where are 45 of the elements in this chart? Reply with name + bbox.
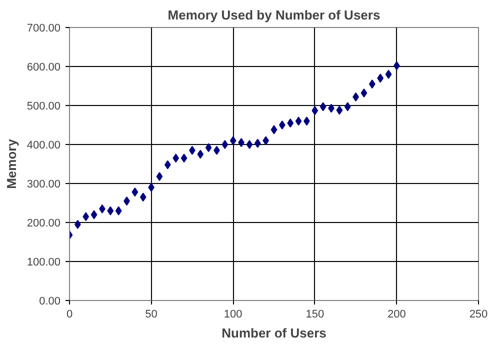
y-tick-label: 100.00 (26, 256, 61, 268)
point (320, 102, 326, 112)
point (246, 140, 253, 149)
y-tick-label: 0.00 (39, 296, 61, 308)
point (90, 210, 98, 220)
chart-title: Memory Used by Number of Users (168, 8, 380, 22)
y-tick-label: 400.00 (26, 140, 61, 152)
x-tick-label: 150 (306, 308, 324, 320)
point (254, 138, 261, 148)
point (312, 106, 318, 116)
point (385, 70, 392, 79)
point (180, 154, 188, 163)
x-tick-label: 100 (224, 308, 242, 320)
x-tick-label: 0 (66, 308, 73, 320)
point (270, 125, 278, 134)
point (287, 118, 294, 128)
point (360, 88, 368, 98)
point (279, 120, 286, 130)
point (156, 172, 163, 181)
x-axis-title: Number of Users (222, 326, 326, 340)
point (197, 150, 204, 159)
point (222, 140, 228, 149)
y-tick-label: 200.00 (26, 218, 61, 230)
y-axis-title: Memory (4, 138, 19, 189)
y-tick-label: 600.00 (26, 62, 61, 74)
y-tick-label: 300.00 (26, 178, 61, 190)
point (82, 212, 90, 222)
y-tick-label: 500.00 (26, 100, 61, 112)
x-tick-label: 50 (145, 308, 158, 320)
point (115, 206, 122, 216)
point (140, 192, 146, 202)
point (164, 160, 171, 170)
point (107, 206, 114, 216)
y-tick-label: 700.00 (26, 22, 61, 34)
point (344, 102, 351, 112)
point (172, 154, 180, 163)
point (295, 116, 302, 126)
point (205, 143, 212, 152)
point (336, 106, 343, 115)
point (132, 188, 138, 197)
point (230, 136, 236, 146)
x-tick-label: 200 (388, 308, 406, 320)
point (377, 74, 384, 83)
x-tick-label: 250 (469, 308, 488, 320)
point (368, 80, 376, 89)
